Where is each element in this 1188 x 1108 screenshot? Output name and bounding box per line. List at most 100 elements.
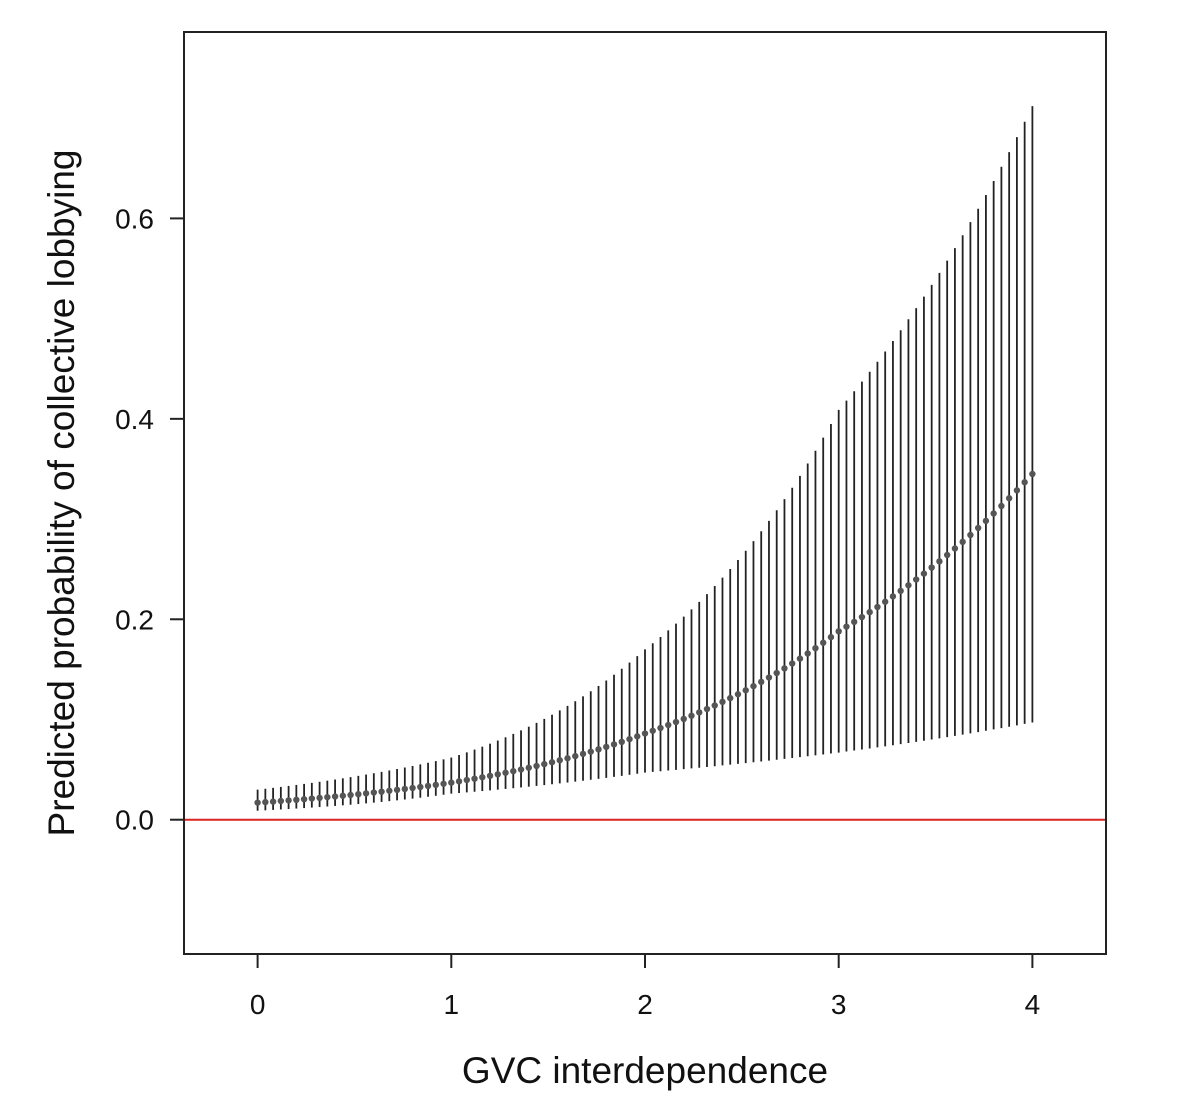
x-axis-title: GVC interdependence [462,1050,828,1091]
data-point [401,785,409,793]
data-point [432,781,440,789]
data-point [641,730,649,737]
data-point [936,558,943,565]
data-point [525,764,532,771]
data-point [510,767,517,775]
data-point [905,582,912,589]
data-point [920,570,928,577]
data-point [293,796,300,804]
data-point [556,757,563,764]
y-axis: 0.0 0.2 0.4 0.6 [115,203,185,836]
x-tick-label: 0 [250,989,266,1020]
data-point [1013,487,1021,494]
data-point [409,784,416,792]
data-point [796,655,804,662]
data-point [533,762,540,770]
data-point [951,545,959,552]
data-point [665,721,672,729]
data-point [719,698,726,706]
data-point [370,789,378,796]
data-point [967,531,974,539]
data-point [494,771,501,778]
data-point [634,733,641,740]
data-point [827,633,835,641]
data-point [672,718,680,726]
data-point [393,786,401,794]
data-point [463,776,470,784]
data-point [820,639,827,646]
data-point [579,750,587,758]
data-point [479,774,486,781]
data-point [572,752,579,760]
x-axis: 0 1 2 3 4 [250,953,1040,1020]
data-point [355,790,362,798]
data-point [347,791,354,799]
data-point [626,735,633,743]
data-point [835,628,842,635]
x-tick-label: 2 [637,989,653,1020]
data-point [269,798,277,805]
data-point [1005,495,1013,502]
data-point [603,743,610,751]
data-point [424,782,432,790]
y-tick-label: 0.6 [115,203,154,234]
data-point [897,587,904,595]
data-point [928,564,935,571]
data-point [657,724,664,732]
data-point [541,760,548,768]
data-point [804,650,811,657]
data-point [750,682,757,690]
y-tick-label: 0.0 [115,805,154,836]
data-point [858,613,866,621]
y-tick-label: 0.4 [115,404,154,435]
data-point [874,603,881,611]
y-tick-label: 0.2 [115,604,154,635]
data-point [711,702,718,709]
data-point [881,598,889,605]
data-point [990,510,997,517]
data-point [254,799,261,806]
y-axis-title: Predicted probability of collective lobb… [41,150,82,837]
ci-bars [256,106,1034,811]
data-point [455,778,463,785]
data-point [982,517,990,525]
x-tick-label: 3 [831,989,847,1020]
data-point [998,502,1005,510]
points [254,470,1036,806]
data-point [1021,479,1028,486]
data-point [688,712,695,719]
data-point [943,551,951,559]
data-point [812,644,819,652]
data-point [889,593,897,600]
data-point [486,772,494,780]
data-point [308,795,316,802]
data-point [316,794,323,802]
data-point [742,687,749,694]
x-tick-label: 1 [444,989,460,1020]
data-point [448,779,455,786]
data-point [703,705,711,713]
data-point [339,792,347,799]
data-point [1029,470,1036,478]
data-point [773,669,780,677]
data-point [734,691,742,698]
data-point [912,576,920,583]
data-point [362,790,370,797]
data-point [765,674,773,681]
data-point [758,678,765,686]
data-point [680,715,687,723]
data-point [866,608,873,616]
data-point [417,783,424,791]
data-point [564,755,571,762]
data-point [789,660,796,667]
data-point [843,623,850,630]
data-point [781,665,788,672]
data-point [378,788,385,795]
data-point [587,748,594,755]
data-point [277,797,285,805]
data-point [610,741,618,748]
data-point [727,694,734,702]
data-point [649,727,656,734]
